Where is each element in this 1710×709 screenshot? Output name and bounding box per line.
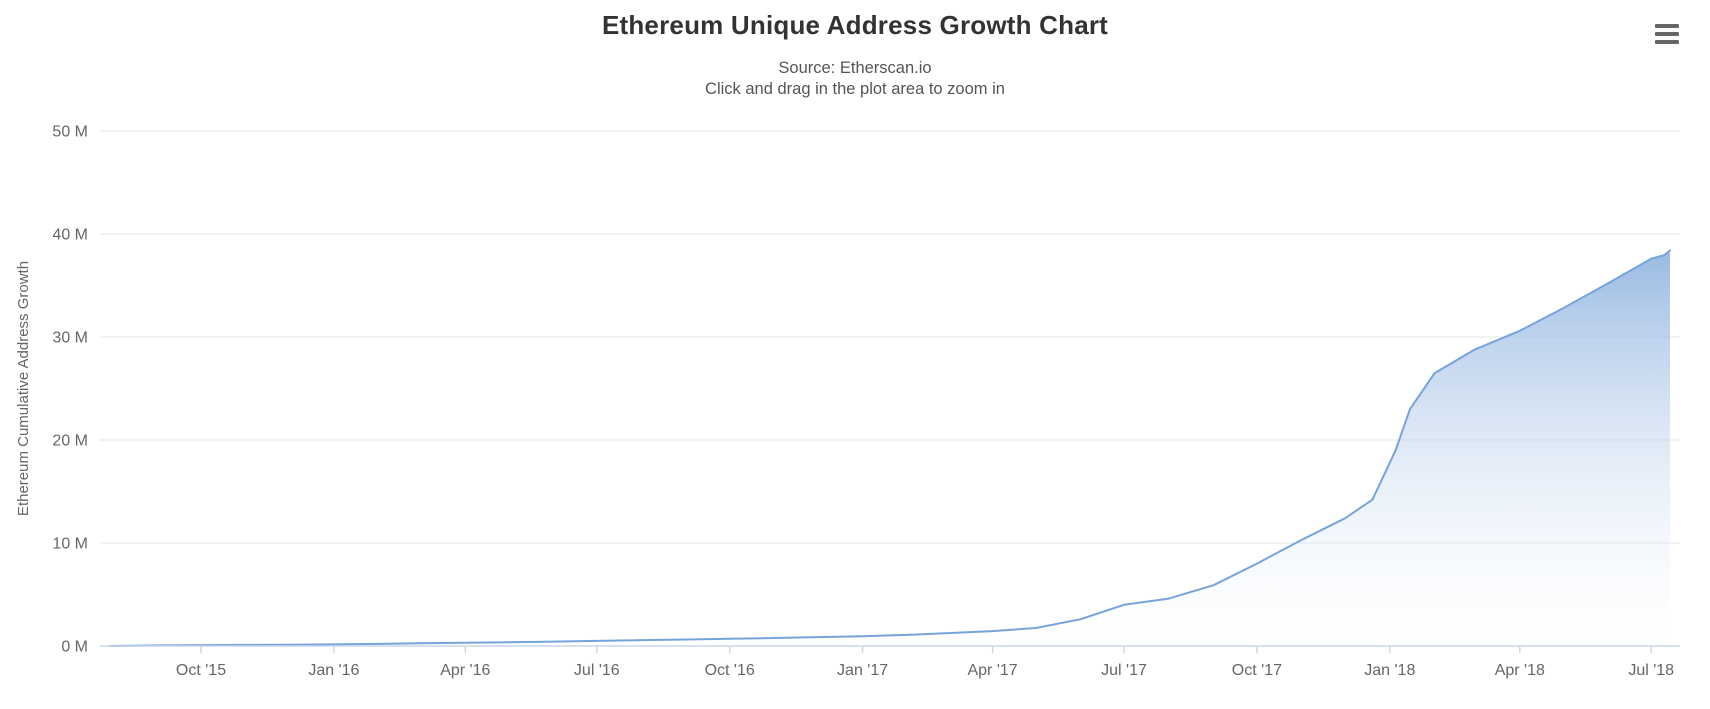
y-axis-label: 50 M bbox=[52, 124, 88, 141]
area-series-line bbox=[109, 249, 1671, 647]
x-axis-label: Jan '17 bbox=[837, 662, 888, 679]
x-axis-label: Jul '18 bbox=[1628, 662, 1674, 679]
x-axis-label: Apr '16 bbox=[440, 662, 490, 679]
chart-subtitle-source: Source: Etherscan.io bbox=[778, 59, 932, 77]
chart-subtitle: Source: Etherscan.io Click and drag in t… bbox=[0, 58, 1710, 100]
x-axis-label: Apr '17 bbox=[967, 662, 1017, 679]
y-axis-title: Ethereum Cumulative Address Growth bbox=[15, 261, 32, 516]
y-axis-label: 30 M bbox=[52, 330, 88, 347]
x-axis-label: Apr '18 bbox=[1495, 662, 1545, 679]
x-axis-label: Jul '17 bbox=[1101, 662, 1147, 679]
y-axis-label: 10 M bbox=[52, 536, 88, 553]
hamburger-menu-icon bbox=[1654, 24, 1680, 44]
x-axis-label: Jul '16 bbox=[574, 662, 620, 679]
chart-title: Ethereum Unique Address Growth Chart bbox=[601, 10, 1109, 40]
area-series-fill bbox=[110, 250, 1670, 646]
x-axis-label: Oct '17 bbox=[1232, 662, 1282, 679]
x-axis-label: Jan '16 bbox=[308, 662, 359, 679]
y-axis-label: 20 M bbox=[52, 433, 88, 450]
x-axis-label: Jan '18 bbox=[1364, 662, 1415, 679]
chart-context-menu-button[interactable] bbox=[1648, 17, 1686, 51]
chart-subtitle-hint: Click and drag in the plot area to zoom … bbox=[705, 80, 1005, 98]
y-axis-label: 0 M bbox=[61, 639, 88, 656]
x-axis-label: Oct '16 bbox=[705, 662, 755, 679]
y-axis-label: 40 M bbox=[52, 227, 88, 244]
x-axis-label: Oct '15 bbox=[176, 662, 226, 679]
